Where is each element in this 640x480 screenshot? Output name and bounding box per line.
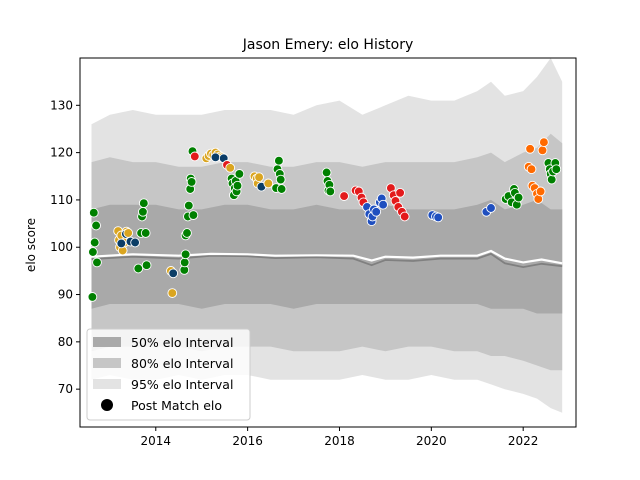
- post-match-point: [140, 228, 151, 238]
- legend-swatch-50: [93, 337, 121, 347]
- post-match-point: [232, 180, 243, 191]
- interval-bands: [91, 58, 563, 413]
- x-tick-label: 2022: [508, 434, 539, 448]
- y-tick-label: 70: [58, 382, 73, 396]
- legend-marker-post-match: [101, 399, 113, 411]
- post-match-point: [88, 207, 99, 218]
- post-match-point: [276, 184, 287, 194]
- post-match-point: [186, 177, 197, 187]
- post-match-point: [486, 203, 496, 213]
- post-match-point: [92, 257, 102, 268]
- x-tick-label: 2018: [324, 434, 355, 448]
- post-match-point: [180, 249, 191, 260]
- legend-label-post-match: Post Match elo: [131, 398, 222, 413]
- post-match-point: [141, 260, 152, 271]
- post-match-point: [399, 211, 410, 222]
- post-match-point: [539, 137, 549, 148]
- post-match-point: [89, 237, 100, 248]
- post-match-point: [546, 174, 557, 185]
- post-match-point: [91, 220, 101, 231]
- median-line: [91, 249, 563, 265]
- legend-box: [86, 328, 251, 421]
- post-match-point: [254, 172, 264, 183]
- post-match-point: [179, 257, 190, 268]
- post-match-point: [537, 145, 548, 156]
- post-match-point: [234, 169, 245, 179]
- legend-label-50: 50% elo Interval: [131, 335, 233, 350]
- post-match-point: [225, 162, 236, 173]
- post-match-point: [87, 292, 98, 302]
- post-match-point: [138, 206, 148, 217]
- x-tick-label: 2016: [232, 434, 263, 448]
- post-match-point: [395, 187, 405, 198]
- y-tick-label: 120: [50, 146, 73, 160]
- y-tick-label: 110: [50, 193, 73, 207]
- x-axis-ticks: 2014 2016 2018 2020 2022: [141, 427, 539, 448]
- x-tick-label: 2014: [141, 434, 172, 448]
- plot-frame: [79, 57, 577, 428]
- post-match-point: [210, 152, 221, 163]
- post-match-point: [325, 186, 336, 197]
- post-match-point: [183, 200, 194, 211]
- post-match-point: [525, 143, 535, 154]
- post-match-point: [371, 206, 382, 217]
- legend-label-95: 95% elo Interval: [131, 377, 233, 392]
- y-tick-label: 130: [50, 98, 73, 112]
- post-match-point: [88, 247, 98, 257]
- post-match-point: [275, 174, 286, 185]
- post-match-point: [116, 238, 127, 249]
- legend-label-80: 80% elo Interval: [131, 356, 233, 371]
- post-match-point: [130, 237, 140, 248]
- post-match-point: [551, 164, 562, 175]
- post-match-point: [526, 164, 537, 175]
- x-tick-label: 2020: [416, 434, 447, 448]
- post-match-point: [167, 288, 178, 298]
- post-match-point: [433, 212, 444, 223]
- post-match-point: [189, 151, 200, 162]
- y-axis-ticks: 70 80 90 100 110 120 130: [50, 98, 80, 396]
- post-match-point: [274, 155, 284, 166]
- chart-title: Jason Emery: elo History: [242, 37, 414, 53]
- trend-lines: [91, 249, 563, 269]
- post-match-point: [535, 186, 546, 197]
- post-match-point: [378, 199, 388, 210]
- post-match-point: [513, 192, 524, 203]
- post-match-points: [87, 137, 562, 302]
- post-match-point: [168, 268, 179, 279]
- post-match-point: [182, 228, 192, 238]
- y-tick-label: 90: [58, 288, 73, 302]
- mean-line: [91, 252, 563, 269]
- post-match-point: [138, 198, 149, 209]
- y-tick-label: 80: [58, 335, 73, 349]
- y-tick-label: 100: [50, 240, 73, 254]
- post-match-point: [263, 178, 274, 189]
- post-match-point: [123, 228, 134, 238]
- legend-swatch-80: [93, 358, 121, 368]
- post-match-point: [339, 191, 349, 201]
- legend: 50% elo Interval 80% elo Interval 95% el…: [86, 328, 251, 421]
- legend-swatch-95: [93, 379, 121, 389]
- post-match-point: [321, 167, 332, 178]
- post-match-point: [188, 210, 199, 220]
- post-match-point: [133, 263, 144, 274]
- y-axis-label: elo score: [24, 218, 38, 272]
